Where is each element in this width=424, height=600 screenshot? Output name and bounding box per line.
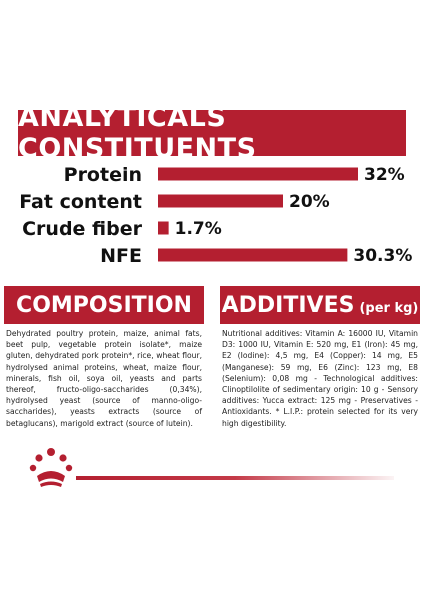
- value-label: 1.7%: [175, 219, 222, 239]
- bar: [158, 167, 358, 181]
- composition-text: Dehydrated poultry protein, maize, anima…: [6, 329, 202, 428]
- constituents-bar-chart: Protein 32% Fat content 20% Crude fiber 1.7% N…: [19, 164, 412, 267]
- value-label: 30.3%: [353, 246, 412, 266]
- banner-title: ANALYTICALS CONSTITUENTS: [18, 102, 257, 164]
- composition-title: COMPOSITION: [16, 292, 192, 318]
- category-label: Crude fiber: [22, 218, 143, 240]
- footer-divider-line: [76, 476, 394, 480]
- bar: [158, 248, 348, 262]
- additives-subtitle: (per kg): [359, 300, 419, 316]
- additives-header: ADDITIVES (per kg): [220, 286, 420, 324]
- bar: [158, 221, 169, 235]
- category-label: Fat content: [19, 191, 142, 213]
- additives-title: ADDITIVES: [221, 292, 355, 318]
- bar: [158, 194, 283, 208]
- royal-canin-crown-logo: [29, 448, 73, 487]
- additives-text: Nutritional additives: Vitamin A: 16000 …: [222, 329, 418, 428]
- analytical-constituents-banner: ANALYTICALS CONSTITUENTS: [18, 102, 406, 164]
- category-label: NFE: [100, 245, 142, 267]
- value-label: 20%: [289, 192, 330, 212]
- composition-header: COMPOSITION: [4, 286, 204, 324]
- category-label: Protein: [64, 164, 142, 186]
- value-label: 32%: [364, 165, 405, 185]
